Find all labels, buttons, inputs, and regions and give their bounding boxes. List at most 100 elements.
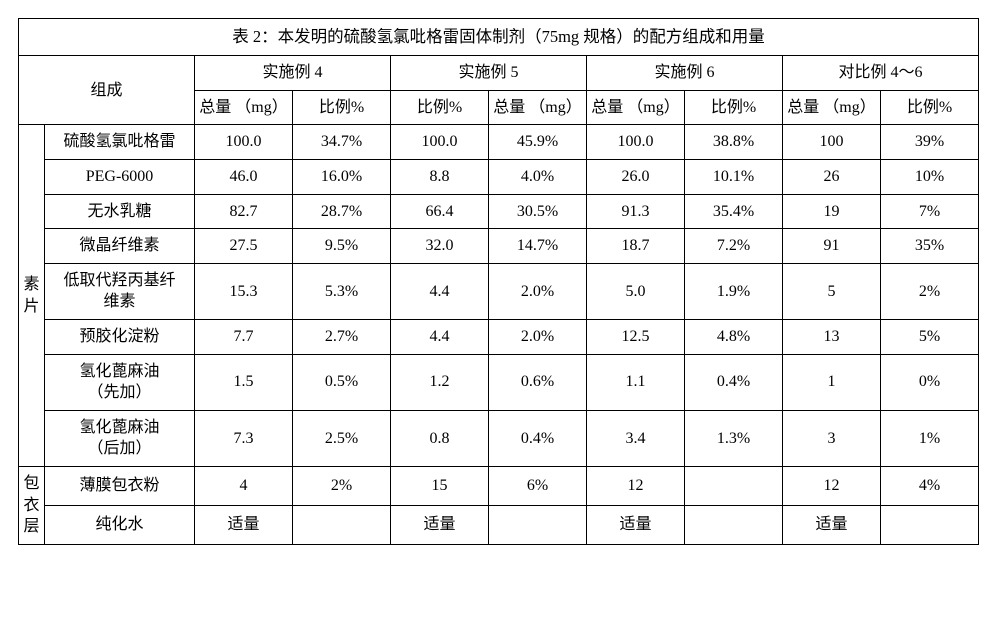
data-cell: 4.4: [391, 320, 489, 355]
data-cell: 14.7%: [489, 229, 587, 264]
data-cell: 9.5%: [293, 229, 391, 264]
data-cell: 0.6%: [489, 354, 587, 410]
table-row: 氢化蓖麻油 （先加）1.50.5%1.20.6%1.10.4%10%: [19, 354, 979, 410]
data-cell: 4%: [881, 466, 979, 505]
table-row: PEG-600046.016.0%8.84.0%26.010.1%2610%: [19, 160, 979, 195]
data-cell: 2.0%: [489, 320, 587, 355]
data-cell: 15: [391, 466, 489, 505]
data-cell: 2%: [293, 466, 391, 505]
data-cell: [685, 505, 783, 544]
data-cell: 1.9%: [685, 263, 783, 319]
data-cell: 适量: [195, 505, 293, 544]
data-cell: 5.0: [587, 263, 685, 319]
data-cell: 5.3%: [293, 263, 391, 319]
data-cell: 38.8%: [685, 125, 783, 160]
data-cell: 适量: [783, 505, 881, 544]
ingredient-name: 微晶纤维素: [45, 229, 195, 264]
data-cell: 4: [195, 466, 293, 505]
data-cell: 适量: [391, 505, 489, 544]
data-cell: [881, 505, 979, 544]
data-cell: 12: [783, 466, 881, 505]
subhead: 比例%: [881, 90, 979, 125]
data-cell: 3: [783, 410, 881, 466]
ingredient-name: PEG-6000: [45, 160, 195, 195]
data-cell: 0%: [881, 354, 979, 410]
data-cell: 5: [783, 263, 881, 319]
ingredient-name: 预胶化淀粉: [45, 320, 195, 355]
data-cell: 7.7: [195, 320, 293, 355]
table-row: 包 衣 层薄膜包衣粉42%156%12124%: [19, 466, 979, 505]
data-cell: 2.5%: [293, 410, 391, 466]
data-cell: 10%: [881, 160, 979, 195]
ingredient-name: 纯化水: [45, 505, 195, 544]
data-cell: 26.0: [587, 160, 685, 195]
ingredient-name: 低取代羟丙基纤 维素: [45, 263, 195, 319]
data-cell: 35.4%: [685, 194, 783, 229]
header-group-3: 实施例 6: [587, 56, 783, 91]
data-cell: 35%: [881, 229, 979, 264]
data-cell: 12: [587, 466, 685, 505]
data-cell: 5%: [881, 320, 979, 355]
data-cell: 0.8: [391, 410, 489, 466]
data-cell: 4.0%: [489, 160, 587, 195]
data-cell: 91.3: [587, 194, 685, 229]
formulation-table: 表 2：本发明的硫酸氢氯吡格雷固体制剂（75mg 规格）的配方组成和用量 组成 …: [18, 18, 979, 545]
data-cell: 0.4%: [685, 354, 783, 410]
data-cell: 1: [783, 354, 881, 410]
data-cell: 6%: [489, 466, 587, 505]
table-row: 素 片硫酸氢氯吡格雷100.034.7%100.045.9%100.038.8%…: [19, 125, 979, 160]
data-cell: 0.5%: [293, 354, 391, 410]
data-cell: 7.3: [195, 410, 293, 466]
subhead: 总量 （mg）: [195, 90, 293, 125]
data-cell: 15.3: [195, 263, 293, 319]
header-composition: 组成: [19, 56, 195, 125]
ingredient-name: 氢化蓖麻油 （后加）: [45, 410, 195, 466]
table-row: 微晶纤维素27.59.5%32.014.7%18.77.2%9135%: [19, 229, 979, 264]
data-cell: 4.8%: [685, 320, 783, 355]
data-cell: 10.1%: [685, 160, 783, 195]
table-row: 预胶化淀粉7.72.7%4.42.0%12.54.8%135%: [19, 320, 979, 355]
data-cell: 32.0: [391, 229, 489, 264]
data-cell: 100.0: [587, 125, 685, 160]
table-row: 纯化水适量适量适量适量: [19, 505, 979, 544]
ingredient-name: 无水乳糖: [45, 194, 195, 229]
data-cell: 4.4: [391, 263, 489, 319]
data-cell: [685, 466, 783, 505]
data-cell: 91: [783, 229, 881, 264]
subhead: 总量 （mg）: [587, 90, 685, 125]
data-cell: 19: [783, 194, 881, 229]
ingredient-name: 硫酸氢氯吡格雷: [45, 125, 195, 160]
data-cell: 0.4%: [489, 410, 587, 466]
data-cell: 8.8: [391, 160, 489, 195]
data-cell: 30.5%: [489, 194, 587, 229]
data-cell: 100.0: [195, 125, 293, 160]
data-cell: 1%: [881, 410, 979, 466]
data-cell: 34.7%: [293, 125, 391, 160]
data-cell: 45.9%: [489, 125, 587, 160]
data-cell: 1.5: [195, 354, 293, 410]
header-group-2: 实施例 5: [391, 56, 587, 91]
data-cell: 100.0: [391, 125, 489, 160]
data-cell: 1.3%: [685, 410, 783, 466]
data-cell: 2%: [881, 263, 979, 319]
data-cell: 46.0: [195, 160, 293, 195]
subhead: 比例%: [391, 90, 489, 125]
section-label: 包 衣 层: [19, 466, 45, 544]
section-label: 素 片: [19, 125, 45, 467]
data-cell: 1.2: [391, 354, 489, 410]
data-cell: 7.2%: [685, 229, 783, 264]
table-title: 表 2：本发明的硫酸氢氯吡格雷固体制剂（75mg 规格）的配方组成和用量: [19, 19, 979, 56]
table-row: 氢化蓖麻油 （后加）7.32.5%0.80.4%3.41.3%31%: [19, 410, 979, 466]
data-cell: 2.7%: [293, 320, 391, 355]
subhead: 总量 （mg）: [783, 90, 881, 125]
subhead: 比例%: [293, 90, 391, 125]
table-row: 低取代羟丙基纤 维素15.35.3%4.42.0%5.01.9%52%: [19, 263, 979, 319]
ingredient-name: 氢化蓖麻油 （先加）: [45, 354, 195, 410]
data-cell: 2.0%: [489, 263, 587, 319]
data-cell: 3.4: [587, 410, 685, 466]
data-cell: 13: [783, 320, 881, 355]
table-row: 无水乳糖82.728.7%66.430.5%91.335.4%197%: [19, 194, 979, 229]
data-cell: 7%: [881, 194, 979, 229]
data-cell: [293, 505, 391, 544]
data-cell: 适量: [587, 505, 685, 544]
